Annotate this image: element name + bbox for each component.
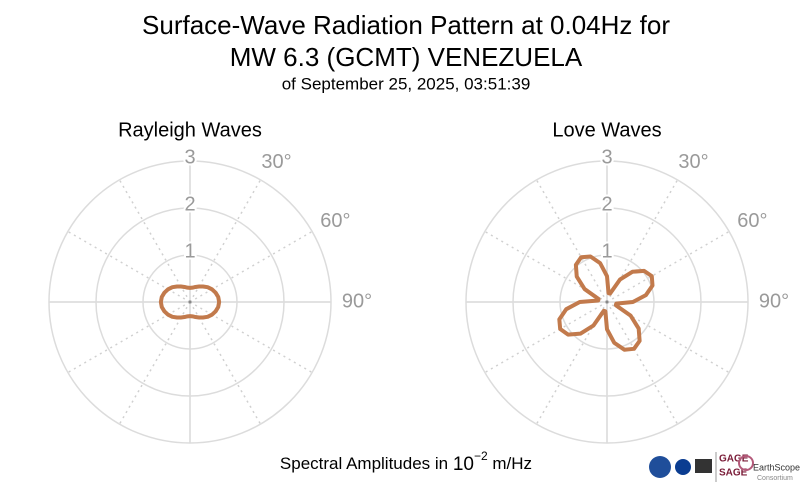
- label-base: 10: [453, 454, 474, 475]
- logo: [675, 459, 691, 475]
- x-axis-label: Spectral Amplitudes in 10−2 m/Hz: [280, 449, 532, 475]
- pattern-curve: [557, 254, 655, 352]
- r-grid-circle: [559, 254, 655, 350]
- r-grid-circle: [512, 207, 702, 397]
- label-exponent: −2: [474, 449, 488, 463]
- theta-tick-label: 30°: [678, 151, 708, 173]
- logo-text: Consortium: [757, 475, 793, 482]
- logo-text: SAGE: [719, 468, 748, 479]
- theta-tick-label: 90°: [342, 290, 372, 312]
- center-dot: [605, 300, 609, 304]
- r-grid-circle: [48, 160, 332, 444]
- title-line: MW 6.3 (GCMT) VENEZUELA: [230, 42, 583, 72]
- logo: [738, 455, 754, 471]
- logo: [649, 456, 671, 478]
- theta-tick-label: 90°: [759, 290, 789, 312]
- logo-text: GAGE: [719, 454, 749, 465]
- center-dot: [188, 300, 192, 304]
- title-line: Surface-Wave Radiation Pattern at 0.04Hz…: [142, 10, 670, 40]
- r-tick-label: 3: [184, 146, 195, 168]
- logo: [695, 459, 712, 473]
- label-unit: m/Hz: [488, 454, 532, 473]
- pattern-curve: [158, 284, 222, 320]
- r-tick-label: 1: [184, 240, 195, 262]
- r-grid-circle: [95, 207, 285, 397]
- r-tick-label: 3: [601, 146, 612, 168]
- logo-text: EarthScope: [753, 462, 800, 472]
- logos: GAGE SAGE EarthScope Consortium: [649, 452, 800, 482]
- r-tick-label: 1: [601, 240, 612, 262]
- label-text: Spectral Amplitudes in: [280, 454, 453, 473]
- chart-title: Rayleigh Waves: [118, 119, 262, 141]
- r-grid-circle: [142, 254, 238, 350]
- theta-tick-label: 30°: [261, 151, 291, 173]
- r-tick-label: 2: [601, 193, 612, 215]
- r-tick-label: 2: [184, 193, 195, 215]
- subtitle: of September 25, 2025, 03:51:39: [282, 74, 531, 93]
- theta-tick-label: 60°: [320, 210, 350, 232]
- theta-tick-label: 60°: [737, 210, 767, 232]
- r-grid-circle: [465, 160, 749, 444]
- chart-title: Love Waves: [552, 119, 661, 141]
